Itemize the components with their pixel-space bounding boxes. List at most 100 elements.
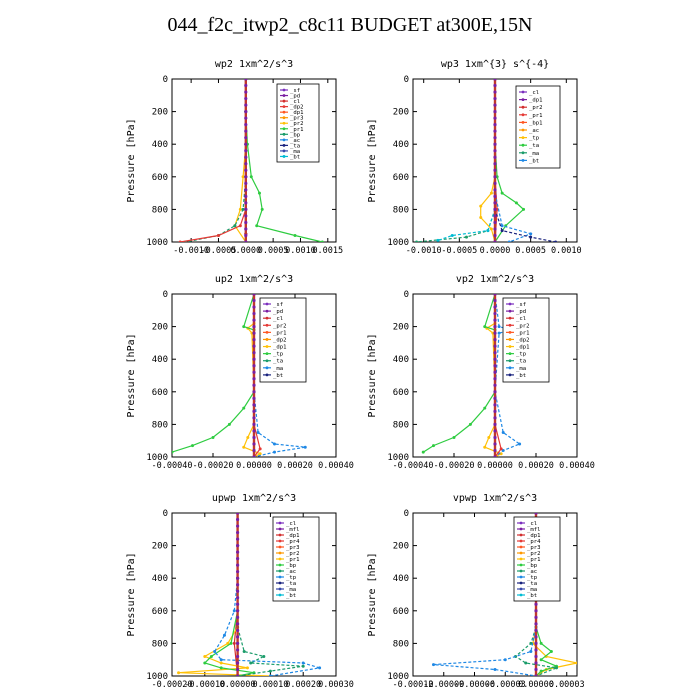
y-tick-label: 200 (152, 108, 168, 118)
x-tick-label: 0.00040 (318, 461, 354, 471)
series-point (487, 435, 491, 439)
legend-marker (519, 557, 523, 561)
panel-title: upwp 1xm^2/s^3 (212, 493, 296, 504)
y-axis-label: Pressure [hPa] (367, 118, 378, 202)
series-point (555, 666, 558, 670)
y-tick-label: 600 (393, 607, 409, 617)
series-point (249, 175, 253, 179)
legend-entry: _ma (527, 587, 537, 593)
series-line-pr2 (480, 79, 496, 242)
center-profile-point (252, 403, 256, 407)
y-tick-label: 0 (163, 509, 168, 519)
series-point (172, 450, 174, 454)
legend-entry: _pr2 (273, 323, 286, 329)
y-axis-label: Pressure [hPa] (126, 118, 137, 202)
center-profile-point (493, 96, 497, 101)
y-tick-label: 200 (393, 542, 409, 552)
legend-entry: _dp1 (516, 345, 529, 351)
center-profile-point (236, 524, 240, 528)
center-profile-point (244, 110, 248, 114)
y-axis-label: Pressure [hPa] (126, 333, 137, 417)
legend-marker (265, 345, 269, 348)
legend-entry: _pd (273, 309, 283, 315)
center-profile-point (493, 455, 497, 457)
legend-marker (265, 366, 269, 370)
legend-marker (521, 121, 525, 124)
panel-title: up2 1xm^2/s^3 (215, 274, 293, 285)
series-point (191, 444, 194, 448)
legend-marker (265, 373, 269, 377)
legend-marker (508, 323, 512, 327)
center-profile-point (534, 615, 538, 619)
x-tick-label: -0.00003 (485, 680, 526, 690)
center-profile-point (252, 364, 256, 368)
series-point (529, 650, 533, 654)
legend-marker (508, 309, 512, 313)
series-point (233, 224, 237, 228)
y-tick-label: 400 (393, 574, 409, 584)
legend-entry: _pr1 (290, 127, 303, 133)
center-profile-point (252, 318, 256, 322)
legend-entry: _ac (290, 138, 300, 144)
legend-marker (521, 151, 525, 155)
center-profile-point (493, 142, 497, 146)
legend-marker (278, 557, 282, 561)
center-profile-point (236, 615, 240, 619)
series-point (178, 240, 182, 242)
center-profile-point (236, 641, 240, 646)
series-line-pr3 (234, 79, 247, 242)
series-point (241, 175, 245, 179)
center-profile-point (252, 429, 256, 433)
series-point (213, 650, 217, 654)
legend-marker (278, 533, 282, 537)
series-point (273, 450, 276, 454)
legend-marker (265, 338, 269, 341)
legend-entry: _cl (273, 316, 283, 322)
legend-entry: _pr2 (516, 323, 529, 329)
center-profile-point (236, 557, 240, 561)
center-profile-point (244, 168, 248, 172)
center-profile-point (236, 602, 240, 606)
center-profile-point (244, 83, 248, 88)
legend-entry: _ta (290, 143, 300, 149)
series-point (209, 654, 213, 658)
y-tick-label: 200 (152, 323, 168, 333)
center-profile-point (236, 537, 240, 541)
series-point (318, 666, 322, 670)
legend-marker (282, 116, 286, 120)
x-tick-label: -0.00006 (454, 680, 495, 690)
series-point (227, 422, 231, 426)
legend-marker (508, 302, 512, 306)
series-point (245, 666, 249, 670)
center-profile-point (493, 201, 497, 205)
legend-entry: _dp2 (273, 337, 286, 343)
x-tick-label: 0.0000 (230, 246, 261, 256)
y-tick-label: 400 (152, 355, 168, 365)
series-point (258, 447, 262, 451)
x-tick-label: -0.0010 (173, 246, 209, 256)
series-point (262, 654, 266, 658)
panel-3: up2 1xm^2/s^3 Pressure [hPa] 0 200 400 600 800… (126, 274, 354, 471)
y-axis-label: Pressure [hPa] (126, 552, 137, 636)
center-profile-point (244, 136, 248, 140)
y-axis-label: Pressure [hPa] (367, 333, 378, 417)
series-point (450, 233, 454, 237)
series-point (229, 641, 233, 645)
legend-marker (508, 338, 512, 341)
center-profile-point (244, 201, 248, 205)
legend-entry: _pr4 (286, 539, 300, 545)
legend-entry: _bt (527, 593, 537, 599)
series-point (493, 667, 497, 671)
legend-marker (282, 155, 286, 158)
y-tick-label: 1000 (146, 453, 168, 463)
center-profile-point (493, 83, 497, 88)
center-profile-point (493, 294, 497, 296)
center-profile-point (493, 305, 497, 309)
legend-entry: _ma (516, 366, 526, 372)
legend-marker (521, 105, 525, 109)
x-tick-label: -0.00020 (193, 461, 234, 471)
series-point (554, 240, 558, 242)
center-profile-point (493, 351, 497, 355)
center-profile-point (534, 648, 538, 652)
